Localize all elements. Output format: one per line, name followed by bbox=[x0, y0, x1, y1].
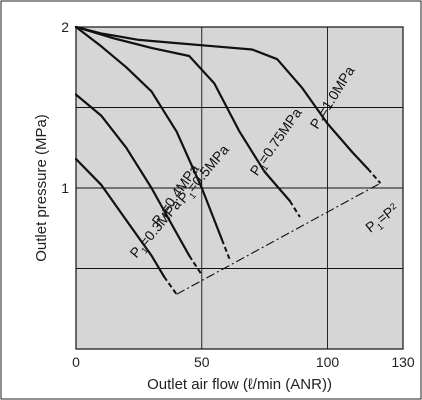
series-tail-4 bbox=[163, 276, 178, 295]
series-tail-2 bbox=[220, 239, 231, 260]
boundary-line-p1-equals-p2 bbox=[176, 182, 381, 295]
series-line-2 bbox=[74, 25, 223, 241]
curve-label-sub: 1 bbox=[259, 163, 270, 173]
x-tick-label: 100 bbox=[316, 354, 340, 370]
x-tick-label: 130 bbox=[391, 354, 415, 370]
boundary-label-sub2: 2 bbox=[388, 201, 398, 212]
series-line-0 bbox=[74, 25, 369, 170]
curve-label-sub: 1 bbox=[139, 245, 150, 255]
y-tick-label: 2 bbox=[61, 19, 69, 35]
boundary-label-sub: 1 bbox=[375, 221, 385, 232]
series-line-4 bbox=[74, 157, 166, 278]
series-tail-3 bbox=[188, 255, 203, 276]
x-tick-label: 0 bbox=[72, 354, 80, 370]
grid-lines bbox=[76, 27, 403, 349]
curve-label-sub: 1 bbox=[161, 213, 172, 223]
series-line-3 bbox=[74, 93, 191, 257]
series-tail-1 bbox=[288, 200, 301, 218]
y-axis-title: Outlet pressure (MPa) bbox=[33, 114, 50, 262]
curve-label-sub: 1 bbox=[187, 191, 198, 201]
series-tail-0 bbox=[367, 168, 382, 184]
curve-label-sub: 1 bbox=[319, 116, 330, 126]
y-tick-label: 1 bbox=[61, 180, 69, 196]
x-tick-label: 50 bbox=[194, 354, 210, 370]
boundary-line-group bbox=[176, 182, 381, 295]
series-lines bbox=[74, 25, 382, 295]
series-line-1 bbox=[74, 25, 291, 202]
x-axis-title: Outlet air flow (ℓ/min (ANR)) bbox=[147, 376, 332, 393]
plot-border bbox=[75, 26, 404, 350]
